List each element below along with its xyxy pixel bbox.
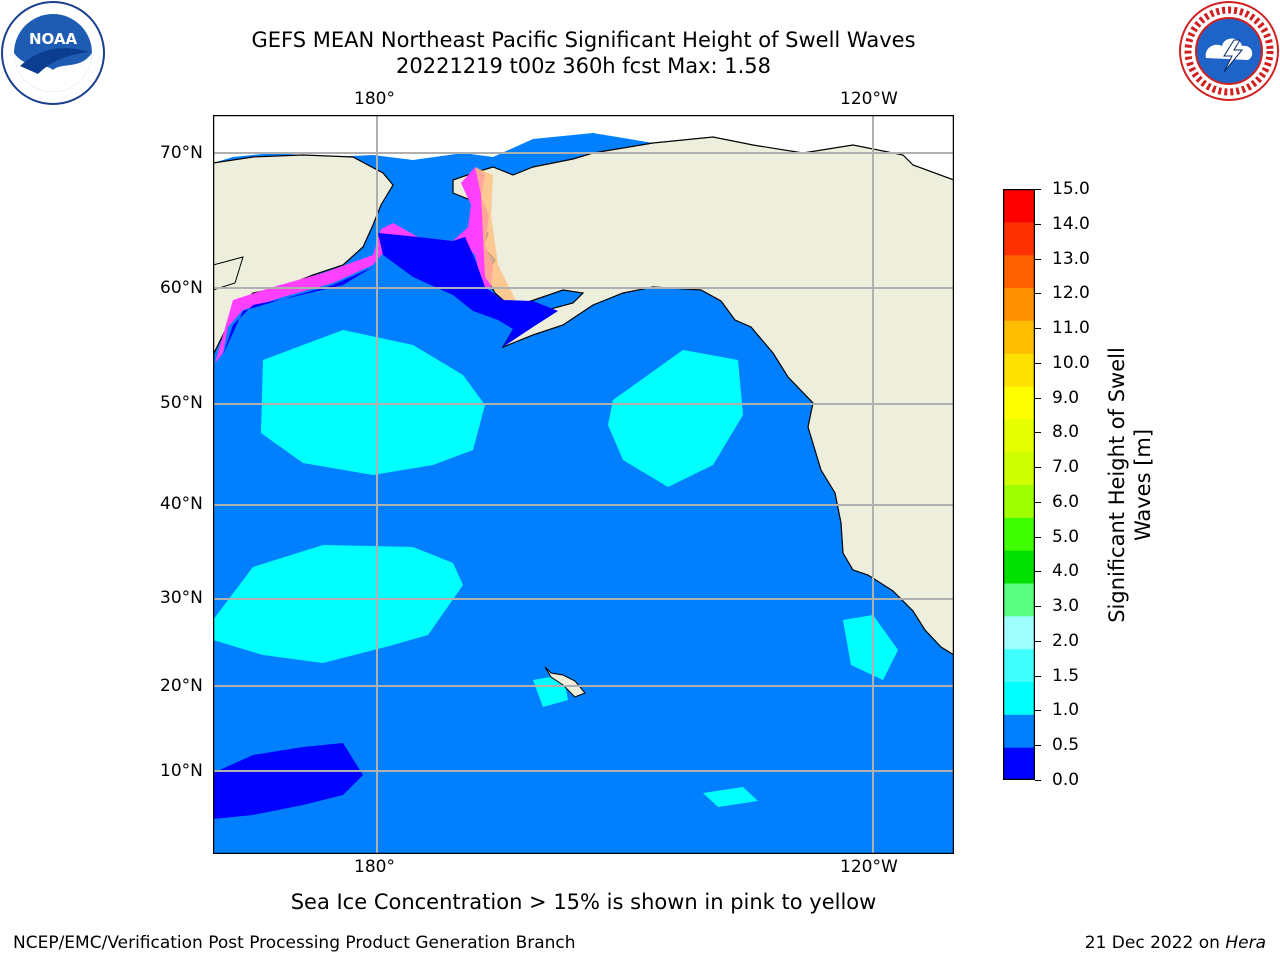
colorbar-tick-mark bbox=[1035, 501, 1041, 503]
chukotka-coast bbox=[213, 256, 244, 291]
north-america-land bbox=[452, 136, 954, 656]
colorbar-swatch bbox=[1003, 648, 1035, 682]
map-border bbox=[213, 115, 954, 854]
colorbar-tick-mark bbox=[1035, 293, 1041, 295]
sea-ice-orange bbox=[475, 167, 519, 307]
colorbar-swatch bbox=[1003, 550, 1035, 584]
colorbar bbox=[1003, 189, 1035, 780]
arctic-no-data-region bbox=[213, 115, 954, 180]
colorbar-tick-label: 14.0 bbox=[1052, 213, 1090, 234]
swell-height-map bbox=[213, 115, 954, 854]
hawaii-islands bbox=[544, 666, 586, 698]
footer-date-text: 21 Dec 2022 on bbox=[1084, 933, 1226, 953]
colorbar-tick-label: 3.0 bbox=[1052, 596, 1080, 617]
footer-credit: NCEP/EMC/Verification Post Processing Pr… bbox=[13, 933, 576, 953]
colorbar-swatch bbox=[1003, 484, 1035, 518]
colorbar-tick-mark bbox=[1035, 223, 1041, 225]
colorbar-tick-mark bbox=[1035, 571, 1041, 573]
colorbar-swatch bbox=[1003, 747, 1035, 780]
colorbar-tick-mark bbox=[1035, 328, 1041, 330]
colorbar-tick-mark bbox=[1035, 432, 1041, 434]
colorbar-tick-label: 12.0 bbox=[1052, 283, 1090, 304]
colorbar-tick-label: 5.0 bbox=[1052, 526, 1080, 547]
lon-tick-bottom-120w: 120°W bbox=[840, 857, 898, 877]
sea-ice-note: Sea Ice Concentration > 15% is shown in … bbox=[290, 890, 877, 914]
colorbar-tick-mark bbox=[1035, 362, 1041, 364]
lat-tick-20n: 20°N bbox=[160, 676, 203, 696]
colorbar-label: Significant Height of Swell Waves [m] bbox=[1104, 347, 1156, 623]
footer-date: 21 Dec 2022 on Hera bbox=[1085, 933, 1266, 953]
colorbar-label-line-2: Waves [m] bbox=[1131, 428, 1155, 542]
colorbar-tick-mark bbox=[1035, 745, 1041, 747]
colorbar-label-line-1: Significant Height of Swell bbox=[1105, 347, 1129, 623]
colorbar-tick-label: 0.0 bbox=[1052, 770, 1080, 790]
colorbar-tick-mark bbox=[1035, 467, 1041, 469]
colorbar-tick-mark bbox=[1035, 675, 1041, 677]
colorbar-swatch bbox=[1003, 320, 1035, 354]
colorbar-tick-mark bbox=[1035, 189, 1041, 190]
noaa-logo: NOAA bbox=[1, 1, 105, 105]
colorbar-swatch bbox=[1003, 287, 1035, 321]
siberian-coast-low-swell bbox=[223, 267, 373, 355]
lon-tick-top-180: 180° bbox=[354, 89, 395, 109]
graticule bbox=[213, 115, 954, 854]
swell-patch-south-east bbox=[843, 615, 898, 680]
colorbar-tick-label: 7.0 bbox=[1052, 457, 1080, 478]
colorbar-swatch bbox=[1003, 189, 1035, 223]
colorbar-swatch bbox=[1003, 418, 1035, 453]
colorbar-tick-label: 10.0 bbox=[1052, 352, 1090, 373]
lat-tick-30n: 30°N bbox=[160, 588, 203, 608]
chart-subtitle: 20221219 t00z 360h fcst Max: 1.58 bbox=[396, 54, 771, 78]
lat-tick-70n: 70°N bbox=[160, 143, 203, 163]
lon-tick-bottom-180: 180° bbox=[354, 857, 395, 877]
colorbar-tick-label: 1.0 bbox=[1052, 700, 1080, 721]
colorbar-swatch bbox=[1003, 714, 1035, 748]
colorbar-swatch bbox=[1003, 615, 1035, 650]
colorbar-swatch bbox=[1003, 353, 1035, 387]
colorbar-tick-mark bbox=[1035, 780, 1041, 781]
lat-tick-50n: 50°N bbox=[160, 393, 203, 413]
lat-tick-60n: 60°N bbox=[160, 278, 203, 298]
colorbar-swatch bbox=[1003, 221, 1035, 256]
colorbar-tick-label: 6.0 bbox=[1052, 491, 1080, 512]
bering-low-swell bbox=[378, 233, 558, 347]
colorbar-tick-label: 2.0 bbox=[1052, 630, 1080, 651]
swell-patch-equatorial bbox=[703, 787, 758, 807]
noaa-logo-text: NOAA bbox=[29, 30, 78, 48]
colorbar-swatch bbox=[1003, 517, 1035, 551]
colorbar-border bbox=[1003, 189, 1035, 780]
colorbar-swatch bbox=[1003, 254, 1035, 288]
lat-tick-10n: 10°N bbox=[160, 761, 203, 781]
colorbar-tick-label: 4.0 bbox=[1052, 561, 1080, 582]
colorbar-tick-mark bbox=[1035, 606, 1041, 608]
colorbar-tick-mark bbox=[1035, 536, 1041, 538]
colorbar-tick-label: 9.0 bbox=[1052, 387, 1080, 408]
chart-title: GEFS MEAN Northeast Pacific Significant … bbox=[251, 28, 916, 52]
colorbar-swatch bbox=[1003, 681, 1035, 715]
swell-patch-south-west bbox=[213, 545, 463, 663]
colorbar-swatch bbox=[1003, 386, 1035, 420]
tropical-low-swell bbox=[213, 743, 363, 819]
colorbar-tick-label: 11.0 bbox=[1052, 318, 1090, 339]
colorbar-swatch bbox=[1003, 451, 1035, 485]
nws-logo bbox=[1179, 1, 1279, 101]
colorbar-tick-mark bbox=[1035, 640, 1041, 642]
footer-host: Hera bbox=[1225, 933, 1266, 953]
lat-tick-40n: 40°N bbox=[160, 494, 203, 514]
colorbar-tick-label: 13.0 bbox=[1052, 248, 1090, 269]
lon-tick-top-120w: 120°W bbox=[840, 89, 898, 109]
colorbar-tick-label: 1.5 bbox=[1052, 665, 1080, 686]
colorbar-tick-label: 0.5 bbox=[1052, 735, 1080, 756]
colorbar-swatch bbox=[1003, 583, 1035, 617]
sea-ice-pink bbox=[215, 167, 493, 363]
colorbar-tick-mark bbox=[1035, 710, 1041, 712]
swell-patch-north-west bbox=[261, 330, 485, 475]
colorbar-tick-mark bbox=[1035, 258, 1041, 260]
swell-patch-north-east bbox=[608, 350, 743, 487]
colorbar-tick-mark bbox=[1035, 397, 1041, 399]
colorbar-tick-label: 15.0 bbox=[1052, 179, 1090, 199]
colorbar-tick-label: 8.0 bbox=[1052, 422, 1080, 443]
